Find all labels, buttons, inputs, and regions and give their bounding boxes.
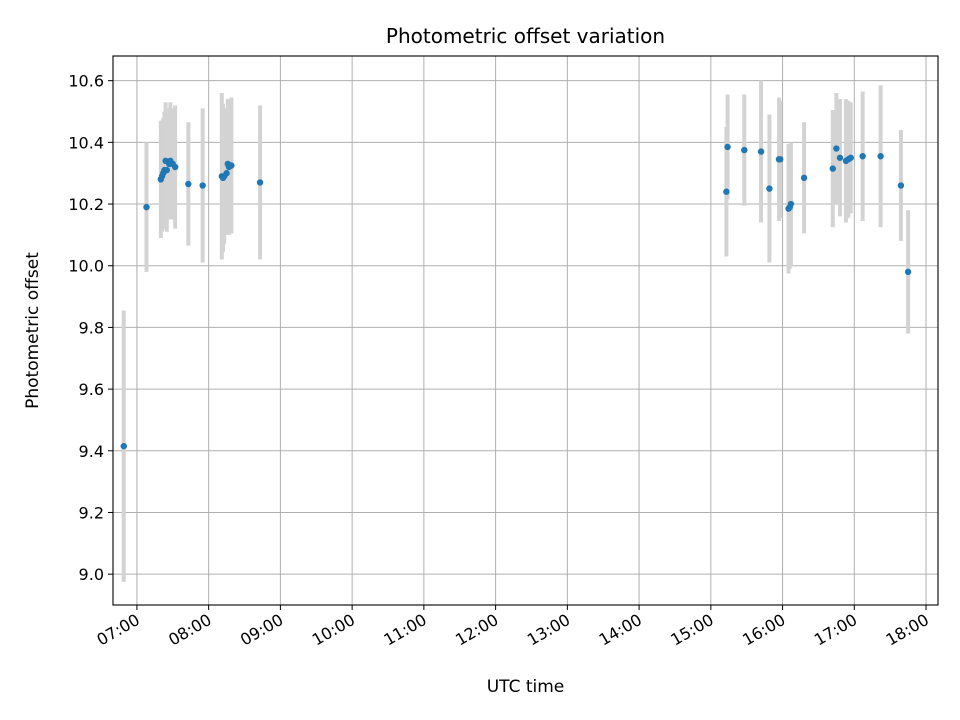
- data-point: [228, 162, 235, 169]
- data-point: [829, 165, 836, 172]
- plot-frame: [112, 55, 939, 606]
- chart-title: Photometric offset variation: [386, 24, 665, 48]
- y-tick-label: 10.2: [68, 195, 104, 214]
- data-point: [741, 146, 748, 154]
- data-point: [787, 200, 795, 208]
- data-point: [223, 170, 230, 177]
- data-point: [757, 148, 765, 155]
- data-point: [143, 203, 150, 211]
- data-point: [904, 268, 912, 276]
- data-point: [766, 185, 773, 192]
- y-tick-label: 9.8: [79, 318, 104, 337]
- y-axis: 9.0 9.2 9.4 9.6 9.8 10.0 10.2 10.4 10.6: [68, 72, 113, 584]
- data-point: [836, 154, 844, 161]
- data-point: [199, 182, 206, 189]
- data-point: [256, 179, 264, 186]
- y-tick-label: 9.0: [79, 565, 104, 584]
- x-axis-label: UTC time: [487, 677, 565, 697]
- data-point: [877, 153, 884, 160]
- data-point: [163, 166, 171, 174]
- data-point: [171, 163, 179, 171]
- data-point: [724, 143, 731, 151]
- data-point: [897, 182, 905, 189]
- y-tick-label: 10.6: [68, 72, 104, 91]
- y-tick-label: 10.0: [68, 257, 104, 276]
- y-tick-label: 9.4: [79, 442, 104, 461]
- data-point: [776, 156, 784, 163]
- data-point: [833, 145, 840, 152]
- data-point: [800, 174, 808, 182]
- data-point: [847, 154, 854, 161]
- y-axis-label: Photometric offset: [23, 252, 43, 409]
- y-tick-label: 10.4: [68, 133, 104, 152]
- data-points: [120, 143, 912, 450]
- y-tick-label: 9.6: [79, 380, 104, 399]
- y-tick-label: 9.2: [79, 503, 104, 522]
- data-point: [120, 442, 127, 450]
- data-point: [185, 180, 192, 188]
- data-point: [859, 153, 866, 160]
- grid: [113, 56, 938, 605]
- data-point: [723, 188, 730, 195]
